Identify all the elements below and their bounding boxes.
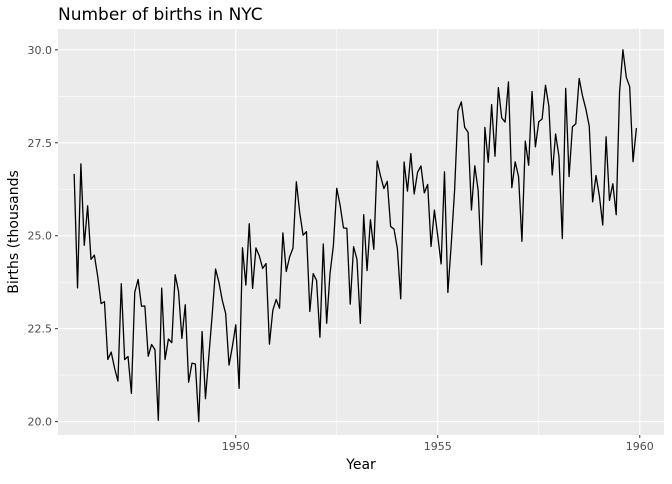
y-axis-title: Births (thousands: [6, 170, 22, 294]
y-tick-label: 27.5: [28, 137, 53, 150]
x-axis: 1950 1955 1960: [222, 435, 654, 453]
y-tick-label: 25.0: [28, 230, 53, 243]
x-tick-label: 1955: [424, 440, 452, 453]
y-tick-label: 22.5: [28, 323, 53, 336]
y-tick-label: 20.0: [28, 416, 53, 429]
x-tick-label: 1950: [222, 440, 250, 453]
y-axis: 20.0 22.5 25.0 27.5 30.0: [28, 44, 58, 429]
y-tick-label: 30.0: [28, 44, 53, 57]
chart-title: Number of births in NYC: [58, 5, 263, 25]
data-layer: [73, 49, 638, 423]
series-line: [73, 49, 638, 423]
x-tick-label: 1960: [626, 440, 654, 453]
panel-background: [58, 29, 664, 435]
x-axis-title: Year: [345, 457, 376, 473]
